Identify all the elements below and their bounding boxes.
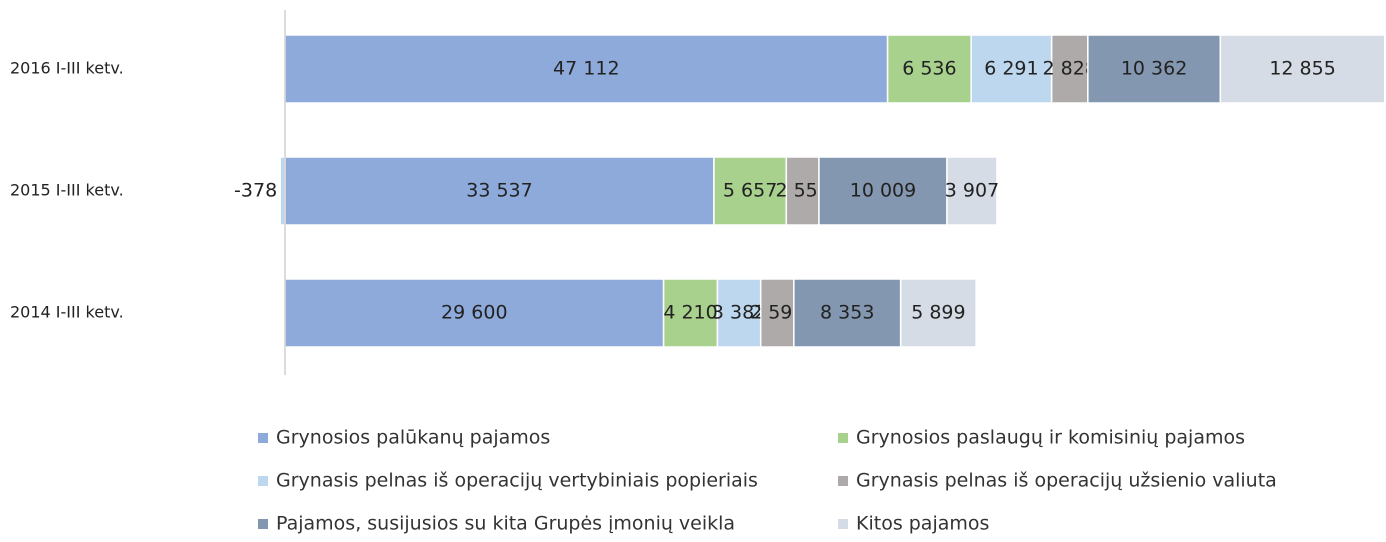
legend-label: Grynosios paslaugų ir komisinių pajamos [856,427,1245,449]
bar-segment [759,278,795,348]
legend-swatch [258,519,268,529]
bar-segment [284,156,715,226]
value-label: 5 899 [911,302,965,324]
legend-swatch [838,433,848,443]
value-label: 3 382 [712,302,766,324]
bar-segment [284,34,889,104]
bar-segment [899,278,977,348]
bar-segment [1219,34,1386,104]
legend-label: Kitos pajamos [856,513,989,535]
legend-swatch [258,476,268,486]
value-label: 2 553 [775,180,829,202]
legend-swatch [838,476,848,486]
category-label: 2016 I-III ketv. [10,59,124,78]
category-label: 2015 I-III ketv. [10,181,124,200]
category-label: 2014 I-III ketv. [10,303,124,322]
value-label: 6 536 [902,58,956,80]
legend-label: Grynosios palūkanų pajamos [276,427,550,449]
legend-label: Pajamos, susijusios su kita Grupės įmoni… [276,513,735,535]
value-label: 29 600 [441,302,507,324]
bar-segment [713,156,788,226]
value-label: 33 537 [466,180,532,202]
legend-label: Grynasis pelnas iš operacijų užsienio va… [856,470,1277,492]
legend-swatch [258,433,268,443]
value-label: 5 657 [723,180,777,202]
legend-swatch [838,519,848,529]
value-label: 8 353 [820,302,874,324]
bar-segment [886,34,972,104]
bar-segment [662,278,719,348]
bar-segment [970,34,1053,104]
value-label: 2 590 [750,302,804,324]
value-label: 2 828 [1043,58,1097,80]
value-label: 6 291 [984,58,1038,80]
value-label: 12 855 [1269,58,1335,80]
bar-segment [946,156,998,226]
bar-segment [1087,34,1222,104]
bar-segment [785,156,820,226]
value-label: 3 907 [945,180,999,202]
value-label: 10 009 [850,180,916,202]
legend-label: Grynasis pelnas iš operacijų vertybiniai… [276,470,758,492]
value-label: 10 362 [1121,58,1187,80]
value-label: -378 [234,180,277,202]
value-label: 47 112 [553,58,619,80]
value-label: 4 210 [663,302,717,324]
